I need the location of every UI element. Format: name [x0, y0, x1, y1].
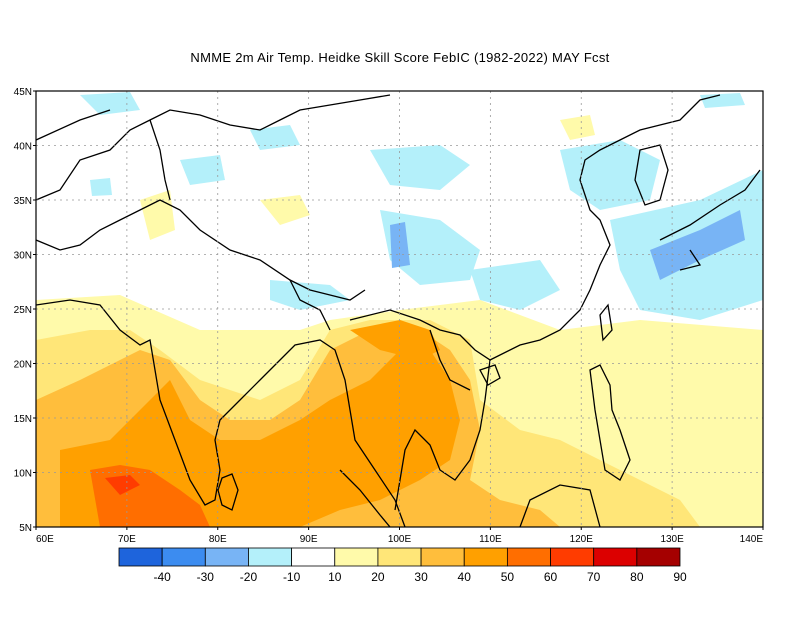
- latitude-ticks: 5N 10N 15N 20N 25N 30N 35N 40N 45N: [14, 87, 36, 534]
- colorbar-label: -40: [153, 570, 171, 584]
- colorbar-swatch: [118, 547, 163, 567]
- colorbar-swatch: [506, 547, 551, 567]
- chart-title: NMME 2m Air Temp. Heidke Skill Score Feb…: [190, 50, 610, 65]
- lat-tick-label: 30N: [14, 251, 32, 262]
- colorbar-label: 10: [328, 570, 342, 584]
- colorbar-label: 70: [587, 570, 601, 584]
- colorbar-swatch: [291, 547, 336, 567]
- colorbar-swatch: [161, 547, 206, 567]
- colorbar-label: -20: [240, 570, 258, 584]
- longitude-ticks: 60E 70E 80E 90E 100E 110E 120E 130E 140E: [35, 527, 764, 545]
- lon-tick-label: 110E: [479, 534, 502, 545]
- colorbar-label: -30: [197, 570, 215, 584]
- lon-tick-label: 140E: [740, 534, 764, 545]
- colorbar-label: -10: [283, 570, 301, 584]
- colorbar-label: 80: [630, 570, 644, 584]
- colorbar-label: 90: [673, 570, 687, 584]
- lon-tick-label: 100E: [388, 534, 412, 545]
- colorbar-swatch: [377, 547, 422, 567]
- colorbar-label: 60: [544, 570, 558, 584]
- lat-tick-label: 10N: [14, 469, 32, 480]
- colorbar-swatch: [463, 547, 508, 567]
- colorbar-swatch: [593, 547, 638, 567]
- lon-tick-label: 60E: [36, 534, 54, 545]
- lon-tick-label: 80E: [209, 534, 227, 545]
- lon-tick-label: 70E: [118, 534, 136, 545]
- lat-tick-label: 40N: [14, 142, 32, 153]
- lat-tick-label: 15N: [14, 414, 32, 425]
- colorbar-label: 20: [371, 570, 385, 584]
- lon-tick-label: 120E: [570, 534, 594, 545]
- colorbar-swatch: [636, 547, 681, 567]
- lat-tick-label: 20N: [14, 360, 32, 371]
- colorbar: -40 -30 -20 -10 10 20 30 40 50 60 70 80 90: [118, 547, 687, 584]
- colorbar-swatch: [550, 547, 595, 567]
- lat-tick-label: 35N: [14, 196, 32, 207]
- lat-tick-label: 25N: [14, 305, 32, 316]
- lon-tick-label: 90E: [300, 534, 318, 545]
- colorbar-swatch: [204, 547, 249, 567]
- colorbar-swatch: [334, 547, 379, 567]
- grid-lines: [36, 91, 763, 527]
- colorbar-label: 40: [458, 570, 472, 584]
- lat-tick-label: 5N: [19, 523, 32, 534]
- colorbar-label: 30: [414, 570, 428, 584]
- lat-tick-label: 45N: [14, 87, 32, 98]
- lon-tick-label: 130E: [660, 534, 684, 545]
- colorbar-swatch: [248, 547, 293, 567]
- colorbar-label: 50: [501, 570, 515, 584]
- colorbar-swatch: [420, 547, 465, 567]
